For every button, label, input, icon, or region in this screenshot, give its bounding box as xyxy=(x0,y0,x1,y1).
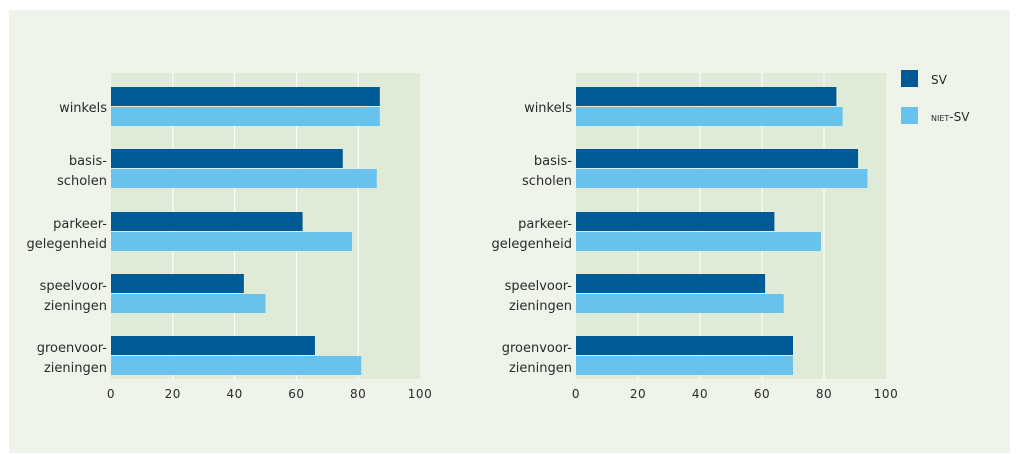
left-category-label: winkels xyxy=(59,101,107,116)
left-bar-niet-sv xyxy=(111,356,362,375)
left-bar-niet-sv xyxy=(111,294,266,313)
left-bar-sv xyxy=(111,149,343,168)
left-x-tick-label: 20 xyxy=(165,387,181,401)
left-category-label: speelvoor-zieningen xyxy=(40,279,108,314)
left-bar-sv xyxy=(111,212,303,231)
left-x-tick-label: 100 xyxy=(408,387,432,401)
right-x-tick-label: 20 xyxy=(630,387,646,401)
right-bar-niet-sv xyxy=(576,107,843,126)
right-x-tick-label: 40 xyxy=(692,387,708,401)
chart-canvas: 0 20 40 60 80 100 winkels basis-scholen parkeer-… xyxy=(27,70,970,401)
right-bar-sv xyxy=(576,87,837,106)
right-bar-sv xyxy=(576,212,775,231)
right-x-tick-label: 60 xyxy=(754,387,770,401)
right-category-label: winkels xyxy=(524,101,572,116)
left-category-label: basis-scholen xyxy=(57,154,107,189)
chart-right: 0 20 40 60 80 100 winkels basis-scholen parkeer-… xyxy=(492,73,898,401)
chart-left: 0 20 40 60 80 100 winkels basis-scholen parkeer-… xyxy=(27,73,432,401)
right-category-label: speelvoor-zieningen xyxy=(505,279,573,314)
left-bar-niet-sv xyxy=(111,232,353,251)
legend-label-sv: SV xyxy=(931,73,948,87)
right-bar-niet-sv xyxy=(576,232,821,251)
right-category-label: basis-scholen xyxy=(522,154,572,189)
legend-swatch-niet-sv xyxy=(901,107,918,124)
left-category-label: groenvoor-zieningen xyxy=(37,341,108,376)
right-bar-sv xyxy=(576,274,766,293)
right-bar-niet-sv xyxy=(576,294,784,313)
right-category-label: parkeer-gelegenheid xyxy=(492,217,573,252)
figure: 0 20 40 60 80 100 winkels basis-scholen parkeer-… xyxy=(9,10,1010,453)
left-bar-sv xyxy=(111,336,315,355)
left-bar-sv xyxy=(111,274,244,293)
left-bar-sv xyxy=(111,87,380,106)
right-category-label: groenvoor-zieningen xyxy=(502,341,573,376)
left-bar-niet-sv xyxy=(111,107,380,126)
right-bar-niet-sv xyxy=(576,356,793,375)
left-x-tick-label: 80 xyxy=(350,387,366,401)
left-x-tick-label: 60 xyxy=(288,387,304,401)
left-category-label: parkeer-gelegenheid xyxy=(27,217,108,252)
right-x-tick-label: 0 xyxy=(572,387,580,401)
legend-label-niet-sv: niet-SV xyxy=(931,110,970,124)
left-x-tick-label: 0 xyxy=(107,387,115,401)
right-bar-sv xyxy=(576,336,793,355)
legend-swatch-sv xyxy=(901,70,918,87)
right-x-tick-label: 100 xyxy=(874,387,898,401)
right-bar-niet-sv xyxy=(576,169,868,188)
legend: SV niet-SV xyxy=(901,70,970,124)
right-bar-sv xyxy=(576,149,859,168)
right-x-tick-label: 80 xyxy=(816,387,832,401)
left-x-tick-label: 40 xyxy=(226,387,242,401)
left-bar-niet-sv xyxy=(111,169,377,188)
